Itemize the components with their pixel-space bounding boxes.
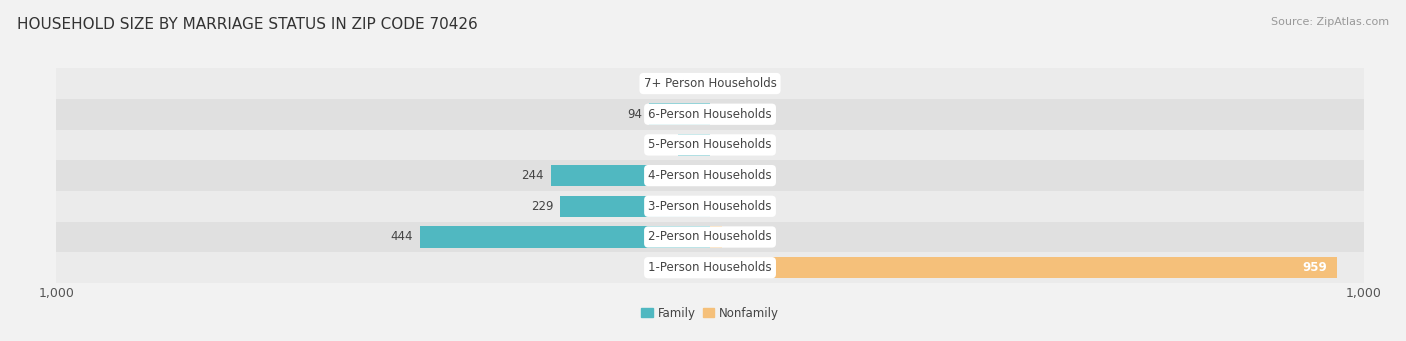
- Bar: [648, 104, 710, 125]
- Legend: Family, Nonfamily: Family, Nonfamily: [637, 302, 783, 324]
- Bar: [56, 68, 1364, 99]
- Text: 244: 244: [522, 169, 544, 182]
- Text: 0: 0: [717, 138, 724, 151]
- Text: 0: 0: [717, 108, 724, 121]
- Bar: [710, 226, 721, 248]
- Text: 1-Person Households: 1-Person Households: [648, 261, 772, 274]
- Text: 7+ Person Households: 7+ Person Households: [644, 77, 776, 90]
- Text: 959: 959: [1302, 261, 1327, 274]
- Text: 7: 7: [692, 77, 699, 90]
- Text: 0: 0: [717, 200, 724, 213]
- Text: 18: 18: [728, 169, 744, 182]
- Bar: [56, 252, 1364, 283]
- Bar: [710, 257, 1337, 278]
- Text: 4-Person Households: 4-Person Households: [648, 169, 772, 182]
- Text: Source: ZipAtlas.com: Source: ZipAtlas.com: [1271, 17, 1389, 27]
- Text: 3-Person Households: 3-Person Households: [648, 200, 772, 213]
- Bar: [56, 99, 1364, 130]
- Bar: [56, 222, 1364, 252]
- Bar: [56, 130, 1364, 160]
- Bar: [420, 226, 710, 248]
- Text: HOUSEHOLD SIZE BY MARRIAGE STATUS IN ZIP CODE 70426: HOUSEHOLD SIZE BY MARRIAGE STATUS IN ZIP…: [17, 17, 478, 32]
- Text: 5-Person Households: 5-Person Households: [648, 138, 772, 151]
- Text: 444: 444: [391, 231, 413, 243]
- Text: 0: 0: [717, 77, 724, 90]
- Text: 94: 94: [627, 108, 643, 121]
- Text: 49: 49: [657, 138, 672, 151]
- Bar: [710, 165, 721, 186]
- Text: 2-Person Households: 2-Person Households: [648, 231, 772, 243]
- Bar: [561, 196, 710, 217]
- Text: 229: 229: [531, 200, 554, 213]
- Text: 6-Person Households: 6-Person Households: [648, 108, 772, 121]
- Bar: [56, 160, 1364, 191]
- Bar: [551, 165, 710, 186]
- Bar: [678, 134, 710, 155]
- Text: 18: 18: [728, 231, 744, 243]
- Bar: [56, 191, 1364, 222]
- Bar: [706, 73, 710, 94]
